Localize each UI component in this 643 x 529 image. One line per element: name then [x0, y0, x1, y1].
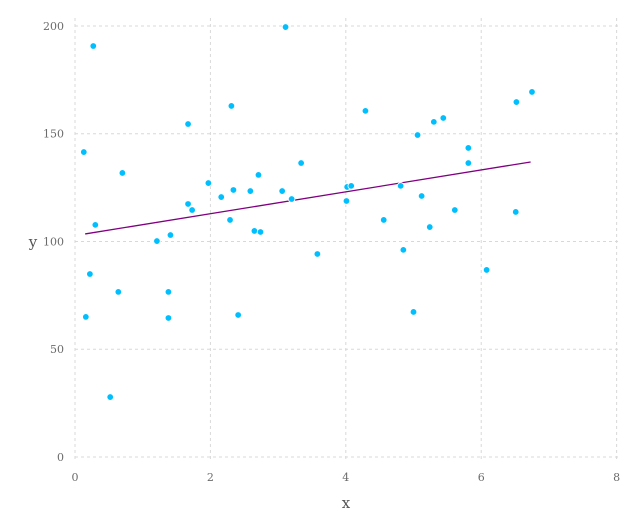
point — [184, 200, 192, 208]
point — [89, 42, 97, 50]
point — [528, 88, 536, 96]
y-tick-label: 200 — [43, 20, 64, 33]
point — [342, 197, 351, 205]
point — [464, 159, 473, 167]
point — [409, 308, 418, 316]
point — [114, 288, 123, 296]
y-tick-label: 150 — [43, 128, 64, 141]
point — [512, 208, 520, 216]
point — [396, 182, 405, 190]
point — [361, 107, 370, 115]
point — [217, 193, 225, 201]
point — [118, 169, 127, 177]
x-tick-label: 8 — [613, 471, 620, 484]
y-tick-label: 100 — [43, 235, 64, 248]
point — [184, 120, 192, 128]
point — [430, 118, 438, 126]
x-tick-label: 6 — [478, 471, 485, 484]
point — [250, 227, 259, 235]
point — [91, 221, 100, 229]
point — [417, 192, 426, 200]
point — [164, 314, 173, 322]
point — [297, 159, 305, 167]
point — [164, 288, 173, 296]
point — [380, 216, 388, 224]
point — [287, 195, 296, 203]
point — [426, 223, 434, 231]
fit-line — [85, 161, 531, 235]
point — [464, 144, 473, 152]
point — [254, 171, 263, 179]
x-tick-label: 4 — [342, 471, 349, 484]
point — [82, 313, 90, 321]
point — [451, 206, 459, 214]
point — [256, 228, 265, 236]
x-axis-label: x — [342, 494, 351, 512]
point — [313, 250, 322, 258]
point — [234, 311, 242, 319]
y-tick-label: 50 — [50, 343, 64, 356]
point — [153, 237, 161, 245]
x-tick-label: 0 — [72, 471, 79, 484]
point — [482, 266, 491, 274]
point — [439, 114, 447, 122]
point — [227, 102, 236, 110]
point — [188, 206, 196, 214]
point — [246, 187, 255, 195]
x-tick-label: 2 — [207, 471, 214, 484]
point — [166, 231, 175, 239]
point — [226, 216, 234, 224]
point — [512, 98, 521, 106]
point — [86, 270, 94, 278]
y-axis-label: y — [28, 233, 38, 251]
point — [106, 393, 114, 401]
point — [229, 186, 238, 194]
y-tick-label: 0 — [57, 451, 64, 464]
point — [281, 23, 290, 31]
point — [80, 148, 88, 156]
point — [413, 131, 422, 139]
point — [347, 182, 355, 190]
point — [278, 187, 286, 195]
point — [204, 179, 213, 187]
point — [399, 246, 408, 254]
